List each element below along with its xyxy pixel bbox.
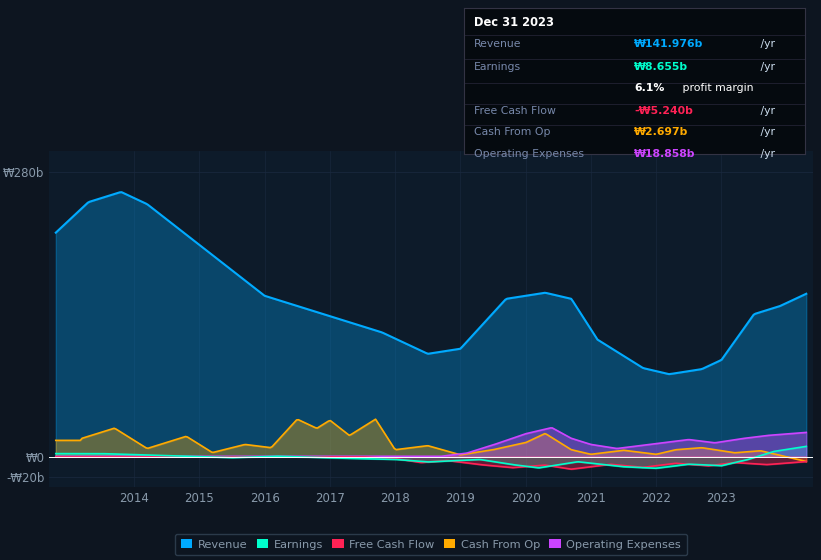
Text: /yr: /yr [757, 149, 775, 159]
Text: 6.1%: 6.1% [635, 83, 664, 92]
Text: /yr: /yr [757, 127, 775, 137]
Text: Cash From Op: Cash From Op [474, 127, 551, 137]
Text: Dec 31 2023: Dec 31 2023 [474, 16, 554, 29]
Legend: Revenue, Earnings, Free Cash Flow, Cash From Op, Operating Expenses: Revenue, Earnings, Free Cash Flow, Cash … [175, 534, 687, 556]
Text: ₩2.697b: ₩2.697b [635, 127, 689, 137]
Text: Free Cash Flow: Free Cash Flow [474, 106, 556, 116]
Text: Earnings: Earnings [474, 62, 521, 72]
Text: ₩8.655b: ₩8.655b [635, 62, 688, 72]
Text: ₩18.858b: ₩18.858b [635, 149, 695, 159]
Text: profit margin: profit margin [678, 83, 753, 92]
Text: /yr: /yr [757, 39, 775, 49]
Text: Operating Expenses: Operating Expenses [474, 149, 584, 159]
Text: Revenue: Revenue [474, 39, 521, 49]
Text: -₩5.240b: -₩5.240b [635, 106, 693, 116]
Text: ₩141.976b: ₩141.976b [635, 39, 704, 49]
Text: /yr: /yr [757, 106, 775, 116]
Text: /yr: /yr [757, 62, 775, 72]
